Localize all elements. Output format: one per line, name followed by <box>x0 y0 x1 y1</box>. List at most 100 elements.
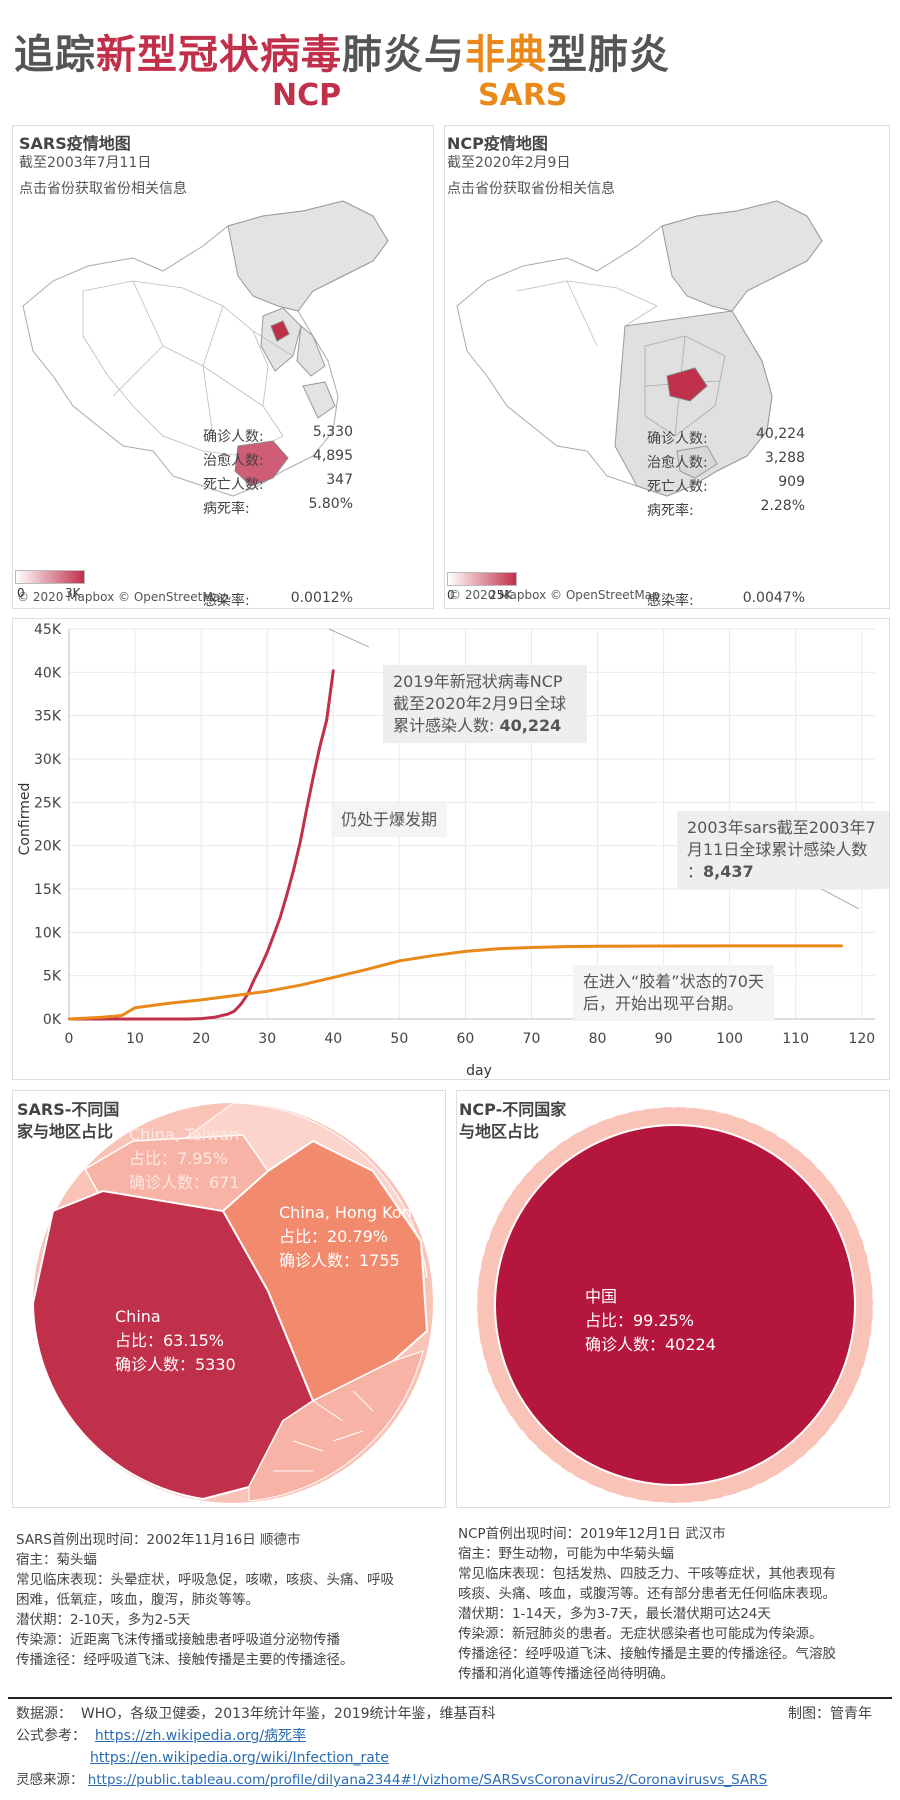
sars-stat-value: 4,895 <box>263 448 353 464</box>
slice-count: 确诊人数：671 <box>129 1171 240 1195</box>
sars-annotation-line: ： <box>687 862 703 881</box>
outbreak-annotation: 仍处于爆发期 <box>331 803 447 837</box>
slice-share: 占比：99.25% <box>585 1309 716 1333</box>
title-part: 非典 <box>465 32 547 78</box>
ncp-stat-label: 感染率: <box>647 590 694 610</box>
slice-share: 占比：63.15% <box>115 1329 236 1353</box>
ncp-info: NCP首例出现时间：2019年12月1日 武汉市 宿主：野生动物，可能为中华菊头… <box>458 1524 898 1684</box>
sars-stat-value: 0.0012% <box>263 590 353 606</box>
title-part: 追踪 <box>14 32 96 78</box>
ncp-point <box>213 1016 215 1018</box>
subtitle-sars: SARS <box>478 78 568 113</box>
y-tick-label: 25K <box>34 795 62 811</box>
sars-stat-label: 确诊人数: <box>203 426 264 446</box>
sars-point <box>662 945 664 947</box>
sars-stat-label: 感染率: <box>203 590 250 610</box>
plateau-annotation-line: 后，开始出现平台期。 <box>583 993 764 1015</box>
x-tick-label: 60 <box>456 1031 474 1047</box>
sars-stat-label: 病死率: <box>203 498 250 518</box>
sars-map-legend-bar <box>15 570 85 584</box>
ncp-point <box>312 775 314 777</box>
x-tick-label: 90 <box>655 1031 673 1047</box>
sars-stat-value: 347 <box>263 472 353 488</box>
sars-point <box>563 945 565 947</box>
ncp-info-line: 传染源：新冠肺炎的患者。无症状感染者也可能成为传染源。 <box>458 1624 898 1644</box>
link-tableau[interactable]: https://public.tableau.com/profile/dilya… <box>88 1772 767 1788</box>
ncp-stat-value: 3,288 <box>715 450 805 466</box>
sars-point <box>233 994 235 996</box>
ncp-map-hint: 点击省份获取省份相关信息 <box>447 178 615 198</box>
plateau-annotation-line: 在进入“胶着”状态的70天 <box>583 971 764 993</box>
sars-point <box>365 968 367 970</box>
sars-point <box>101 1016 103 1018</box>
title-part: 肺炎与 <box>342 32 465 78</box>
ncp-point <box>286 893 288 895</box>
sars-info-line: 宿主：菊头蝠 <box>16 1550 446 1570</box>
link-case-fatality[interactable]: https://zh.wikipedia.org/病死率 <box>95 1728 306 1744</box>
footer-sources: 数据源： WHO，各级卫健委，2013年统计年鉴，2019统计年鉴，维基百科 <box>16 1704 496 1724</box>
ncp-pie-title: NCP-不同国家 与地区占比 <box>459 1099 566 1143</box>
ncp-stat-value: 0.0047% <box>715 590 805 606</box>
ncp-stat-label: 治愈人数: <box>647 452 708 472</box>
sars-info-line: SARS首例出现时间：2002年11月16日 顺德市 <box>16 1530 446 1550</box>
ncp-point <box>233 1010 235 1012</box>
sars-annotation-line: 2003年sars截至2003年7 <box>687 817 879 839</box>
ncp-map-panel: NCP疫情地图 截至2020年2月9日 点击省份获取省份相关信息 确诊人数: 4… <box>444 125 890 609</box>
subtitle-ncp: NCP <box>272 78 341 113</box>
sars-annotation-value: 8,437 <box>703 862 754 881</box>
footer-maker: 制图：管青年 <box>788 1704 872 1724</box>
sars-point <box>497 948 499 950</box>
sars-point <box>464 950 466 952</box>
ncp-point <box>187 1018 189 1020</box>
ncp-point <box>160 1018 162 1020</box>
ncp-point <box>226 1013 228 1015</box>
sars-info-line: 传染源：近距离飞沫传播或接触患者呼吸道分泌物传播 <box>16 1630 446 1650</box>
y-axis-label: Confirmed <box>17 783 33 856</box>
x-axis-label: day <box>466 1063 492 1079</box>
ncp-point <box>299 841 301 843</box>
slice-count: 确诊人数：5330 <box>115 1353 236 1377</box>
slice-count: 确诊人数：1755 <box>279 1249 447 1273</box>
inspire-label: 灵感来源： <box>16 1772 84 1788</box>
y-tick-label: 0K <box>43 1012 62 1028</box>
sars-stat-label: 死亡人数: <box>203 474 264 494</box>
ncp-stat-value: 909 <box>715 474 805 490</box>
line-chart-panel: 0K 5K 10K 15K 20K 25K 30K 35K 40K 45K 0 10 20 30 40 50… <box>12 618 890 1080</box>
sars-point <box>530 946 532 948</box>
sars-point <box>398 960 400 962</box>
link-infection-rate[interactable]: https://en.wikipedia.org/wiki/Infection_… <box>90 1750 389 1766</box>
y-tick-label: 10K <box>34 925 62 941</box>
ncp-annotation-line: 截至2020年2月9日全球 <box>393 693 577 715</box>
sars-info: SARS首例出现时间：2002年11月16日 顺德市 宿主：菊头蝠 常见临床表现… <box>16 1530 446 1670</box>
ncp-point <box>292 869 294 871</box>
slice-share: 占比：20.79% <box>279 1225 447 1249</box>
slice-label-taiwan: China, Taiwan 占比：7.95% 确诊人数：671 <box>129 1123 240 1195</box>
x-tick-label: 40 <box>324 1031 342 1047</box>
ncp-map-credit: © 2020 Mapbox © OpenStreetMap <box>449 588 660 602</box>
sars-point <box>266 990 268 992</box>
ncp-point <box>253 979 255 981</box>
slice-label-hongkong: China, Hong Kong 占比：20.79% 确诊人数：1755 <box>279 1201 447 1273</box>
y-tick-label: 35K <box>34 709 62 725</box>
footer-inspiration: 灵感来源： https://public.tableau.com/profile… <box>16 1770 767 1790</box>
formula-label: 公式参考： <box>16 1728 86 1744</box>
sars-info-line: 常见临床表现：头晕症状，呼吸急促，咳嗽，咳痰、头痛、呼吸 <box>16 1570 446 1590</box>
plateau-annotation: 在进入“胶着”状态的70天 后，开始出现平台期。 <box>573 965 774 1021</box>
slice-name: China <box>115 1305 236 1329</box>
ncp-info-line: 常见临床表现：包括发热、四肢乏力、干咳等症状，其他表现有 <box>458 1564 898 1584</box>
ncp-point <box>240 1003 242 1005</box>
y-tick-label: 15K <box>34 882 62 898</box>
footer-formula: 公式参考： https://zh.wikipedia.org/病死率 <box>16 1726 306 1746</box>
ncp-pie-title-line: NCP-不同国家 <box>459 1099 566 1121</box>
x-tick-label: 110 <box>782 1031 809 1047</box>
sars-annotation-line: 月11日全球累计感染人数 <box>687 839 879 861</box>
ncp-info-line: 宿主：野生动物，可能为中华菊头蝠 <box>458 1544 898 1564</box>
sars-stat-value: 5,330 <box>263 424 353 440</box>
ncp-point <box>273 934 275 936</box>
ncp-annotation-line: 累计感染人数: <box>393 716 499 735</box>
ncp-annotation: 2019年新冠状病毒NCP 截至2020年2月9日全球 累计感染人数: 40,2… <box>383 665 587 743</box>
ncp-point <box>319 745 321 747</box>
ncp-point <box>259 966 261 968</box>
sars-pie-title-line: SARS-不同国 <box>17 1099 119 1121</box>
slice-label-china: China 占比：63.15% 确诊人数：5330 <box>115 1305 236 1377</box>
